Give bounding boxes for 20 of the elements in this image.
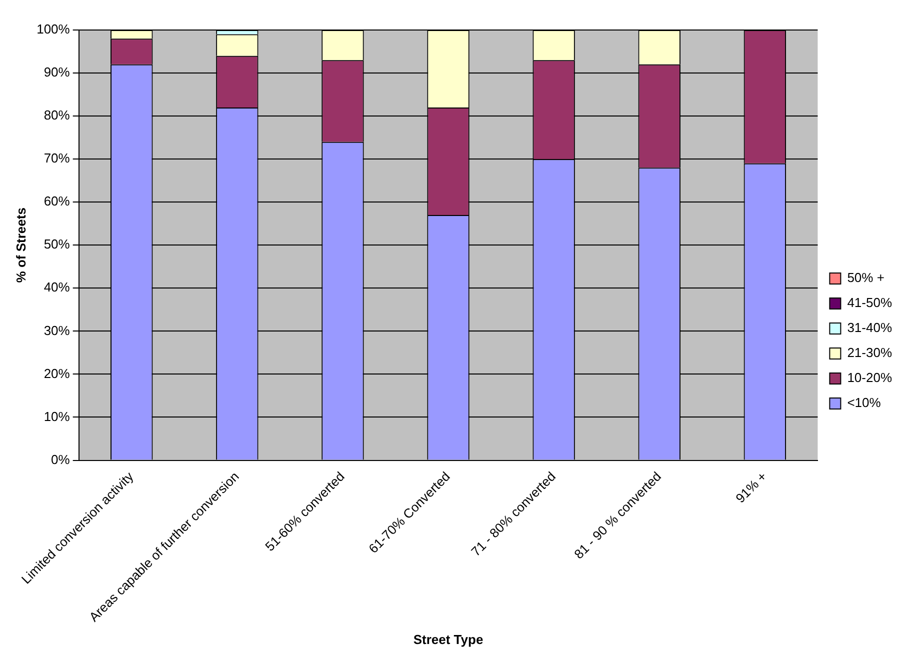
legend-label: 10-20% [847, 370, 892, 386]
legend-label: 31-40% [847, 320, 892, 336]
legend-label: 41-50% [847, 295, 892, 310]
y-tick-label: 100% [36, 22, 70, 37]
y-tick-label: 90% [44, 64, 70, 80]
y-axis-title: % of Streets [13, 208, 28, 283]
y-tick-label: 80% [44, 108, 70, 123]
y-tick-label: 50% [44, 236, 70, 252]
y-tick-label: 0% [51, 452, 70, 467]
y-tick-label: 10% [44, 408, 70, 424]
x-axis-title: Street Type [413, 632, 484, 647]
y-tick-label: 40% [44, 280, 70, 295]
y-tick-label: 30% [44, 322, 70, 338]
y-tick-label: 20% [44, 366, 70, 381]
x-tick-label: 91% + [732, 468, 770, 506]
legend-label: 21-30% [847, 345, 892, 360]
y-tick-label: 70% [44, 150, 70, 166]
legend-label: <10% [847, 395, 882, 410]
legend-label: 50% + [847, 270, 884, 286]
y-tick-label: 60% [44, 194, 70, 209]
